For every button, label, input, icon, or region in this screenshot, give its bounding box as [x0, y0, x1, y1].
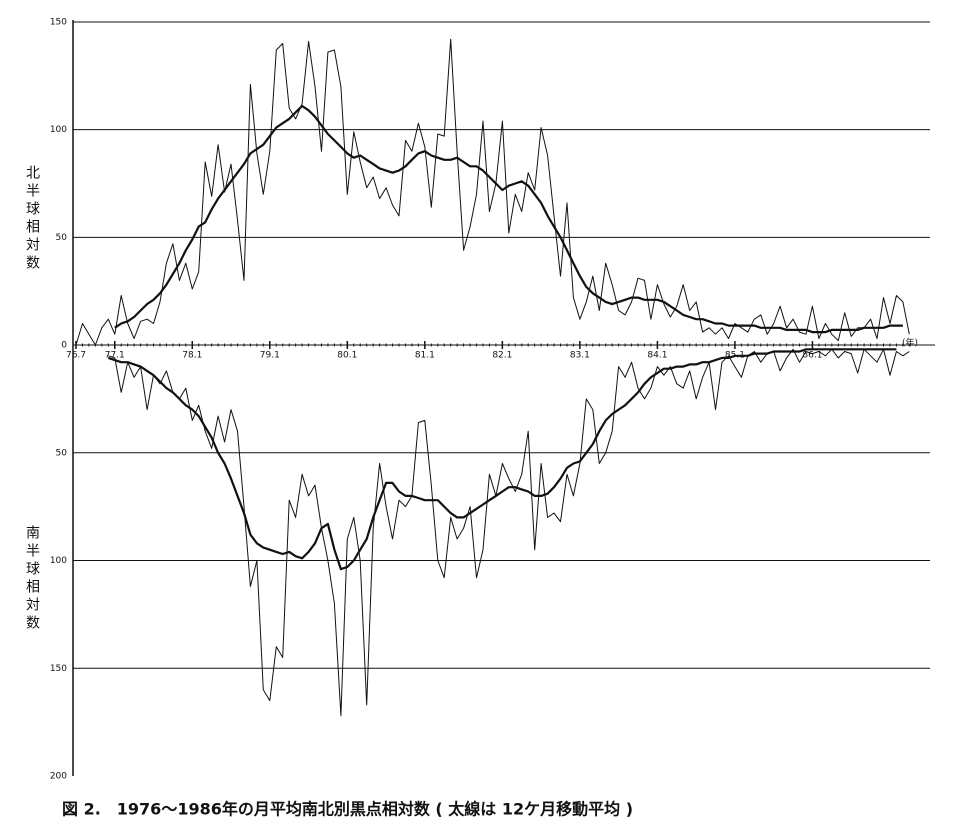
x-tick-label: 84.1	[647, 351, 667, 361]
x-tick-label: 80.1	[337, 351, 357, 361]
series-line	[75, 38, 910, 346]
y2-tick-label: 100	[50, 556, 67, 566]
x-axis-label: (年)	[902, 337, 918, 349]
y2-tick-label: 50	[56, 448, 68, 458]
y2-tick-label: 150	[50, 664, 67, 674]
y-axis-label: 北半球相対数	[24, 165, 40, 273]
series-line	[114, 104, 903, 334]
x-tick-label: 78.1	[182, 351, 202, 361]
x-tick-label: 81.1	[415, 351, 435, 361]
y2-axis-label: 南半球相対数	[24, 525, 40, 633]
x-tick-label: 82.1	[492, 351, 512, 361]
series-line	[107, 348, 897, 571]
y-tick-label: 0	[61, 341, 67, 351]
x-tick-label: 77.1	[105, 351, 125, 361]
x-tick-label: 86.1	[802, 351, 822, 361]
x-tick-label: 83.1	[570, 351, 590, 361]
y-tick-label: 100	[50, 125, 67, 135]
series-line	[108, 348, 910, 717]
x-tick-label: 79.1	[260, 351, 280, 361]
y-tick-label: 50	[56, 233, 68, 243]
y2-tick-label: 200	[50, 772, 67, 782]
chart-title: 図 2. 1976～1986年の月平均南北別黒点相対数 ( 太線は 12ケ月移動…	[62, 800, 633, 819]
y-tick-label: 150	[50, 18, 67, 28]
x-tick-label: 76.7	[66, 351, 86, 361]
